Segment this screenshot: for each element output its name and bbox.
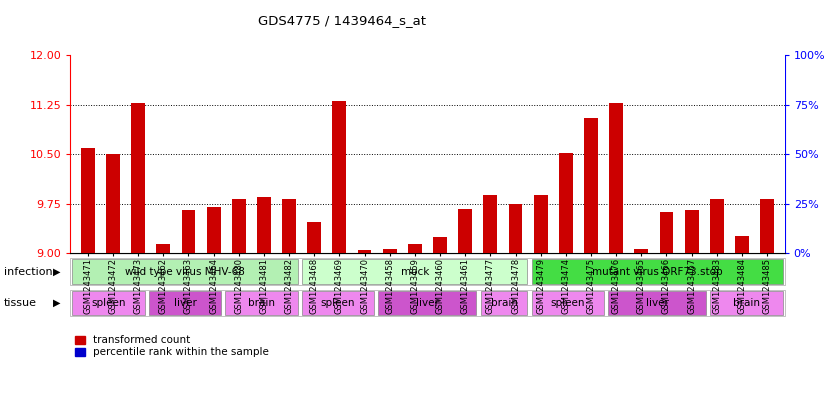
- Bar: [282, 199, 296, 253]
- Point: [307, 78, 320, 84]
- Point: [182, 78, 195, 84]
- Text: ▶: ▶: [53, 266, 60, 277]
- Point: [107, 72, 120, 78]
- Bar: [182, 211, 196, 253]
- Point: [207, 82, 221, 88]
- Point: [408, 82, 421, 88]
- Point: [559, 72, 572, 78]
- Bar: [534, 195, 548, 253]
- Bar: [483, 195, 497, 253]
- Bar: [509, 204, 522, 253]
- Text: ▶: ▶: [53, 298, 60, 308]
- Text: GDS4775 / 1439464_s_at: GDS4775 / 1439464_s_at: [258, 14, 425, 27]
- Point: [761, 78, 774, 84]
- Bar: [481, 291, 528, 315]
- Text: brain: brain: [491, 298, 518, 308]
- Point: [660, 82, 673, 88]
- Bar: [106, 154, 120, 253]
- Point: [131, 58, 145, 64]
- Bar: [532, 259, 783, 284]
- Bar: [81, 148, 95, 253]
- Point: [458, 78, 472, 84]
- Text: spleen: spleen: [320, 298, 355, 308]
- Point: [610, 58, 623, 64]
- Point: [685, 82, 698, 88]
- Text: liver: liver: [173, 298, 197, 308]
- Bar: [333, 101, 346, 253]
- Bar: [710, 291, 783, 315]
- Point: [710, 78, 724, 84]
- Bar: [206, 207, 221, 253]
- Bar: [302, 259, 528, 284]
- Text: spleen: spleen: [551, 298, 585, 308]
- Bar: [382, 249, 396, 253]
- Point: [383, 82, 396, 88]
- Bar: [232, 199, 245, 253]
- Bar: [307, 222, 321, 253]
- Point: [584, 58, 597, 64]
- Text: tissue: tissue: [4, 298, 37, 308]
- Bar: [634, 249, 648, 253]
- Bar: [659, 213, 673, 253]
- Bar: [760, 199, 774, 253]
- Point: [484, 82, 497, 88]
- Text: mock: mock: [401, 266, 429, 277]
- Point: [333, 58, 346, 64]
- Point: [232, 78, 245, 84]
- Point: [434, 82, 447, 88]
- Point: [509, 80, 522, 86]
- Bar: [735, 236, 749, 253]
- Bar: [302, 291, 374, 315]
- Text: spleen: spleen: [91, 298, 126, 308]
- Point: [81, 58, 94, 64]
- Bar: [72, 291, 145, 315]
- Text: mutant virus ORF73.stop: mutant virus ORF73.stop: [591, 266, 723, 277]
- Bar: [584, 118, 598, 253]
- Text: infection: infection: [4, 266, 53, 277]
- Bar: [358, 250, 372, 253]
- Bar: [378, 291, 477, 315]
- Bar: [72, 259, 298, 284]
- Text: wild type virus MHV-68: wild type virus MHV-68: [125, 266, 245, 277]
- Point: [258, 76, 271, 82]
- Bar: [610, 103, 623, 253]
- Bar: [131, 103, 145, 253]
- Bar: [156, 244, 170, 253]
- Bar: [685, 211, 699, 253]
- Bar: [408, 244, 422, 253]
- Text: liver: liver: [416, 298, 439, 308]
- Text: liver: liver: [646, 298, 668, 308]
- Bar: [433, 237, 447, 253]
- Legend: transformed count, percentile rank within the sample: transformed count, percentile rank withi…: [75, 335, 269, 357]
- Point: [534, 78, 548, 84]
- Point: [157, 82, 170, 88]
- Bar: [559, 153, 572, 253]
- Bar: [458, 209, 472, 253]
- Point: [358, 82, 371, 88]
- Bar: [257, 197, 271, 253]
- Bar: [710, 199, 724, 253]
- Bar: [225, 291, 298, 315]
- Point: [634, 88, 648, 94]
- Text: brain: brain: [733, 298, 760, 308]
- Point: [735, 78, 748, 84]
- Bar: [532, 291, 604, 315]
- Bar: [608, 291, 706, 315]
- Bar: [149, 291, 221, 315]
- Point: [282, 78, 296, 84]
- Text: brain: brain: [248, 298, 275, 308]
